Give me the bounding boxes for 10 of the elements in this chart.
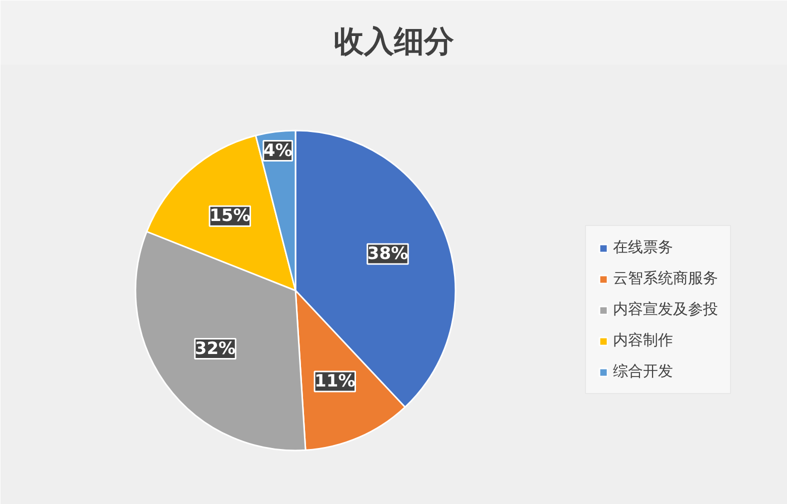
data-label: 38% xyxy=(367,244,408,264)
data-label: 11% xyxy=(314,372,356,392)
legend-label: 内容制作 xyxy=(613,331,673,350)
legend-label: 内容宣发及参投 xyxy=(613,300,718,319)
legend-label: 云智系统商服务 xyxy=(613,269,718,288)
legend-label: 在线票务 xyxy=(613,238,673,257)
data-label: 15% xyxy=(210,206,250,226)
legend-label: 综合开发 xyxy=(613,362,673,381)
chart-title: 收入细分 xyxy=(334,24,454,60)
data-label: 32% xyxy=(194,338,236,359)
